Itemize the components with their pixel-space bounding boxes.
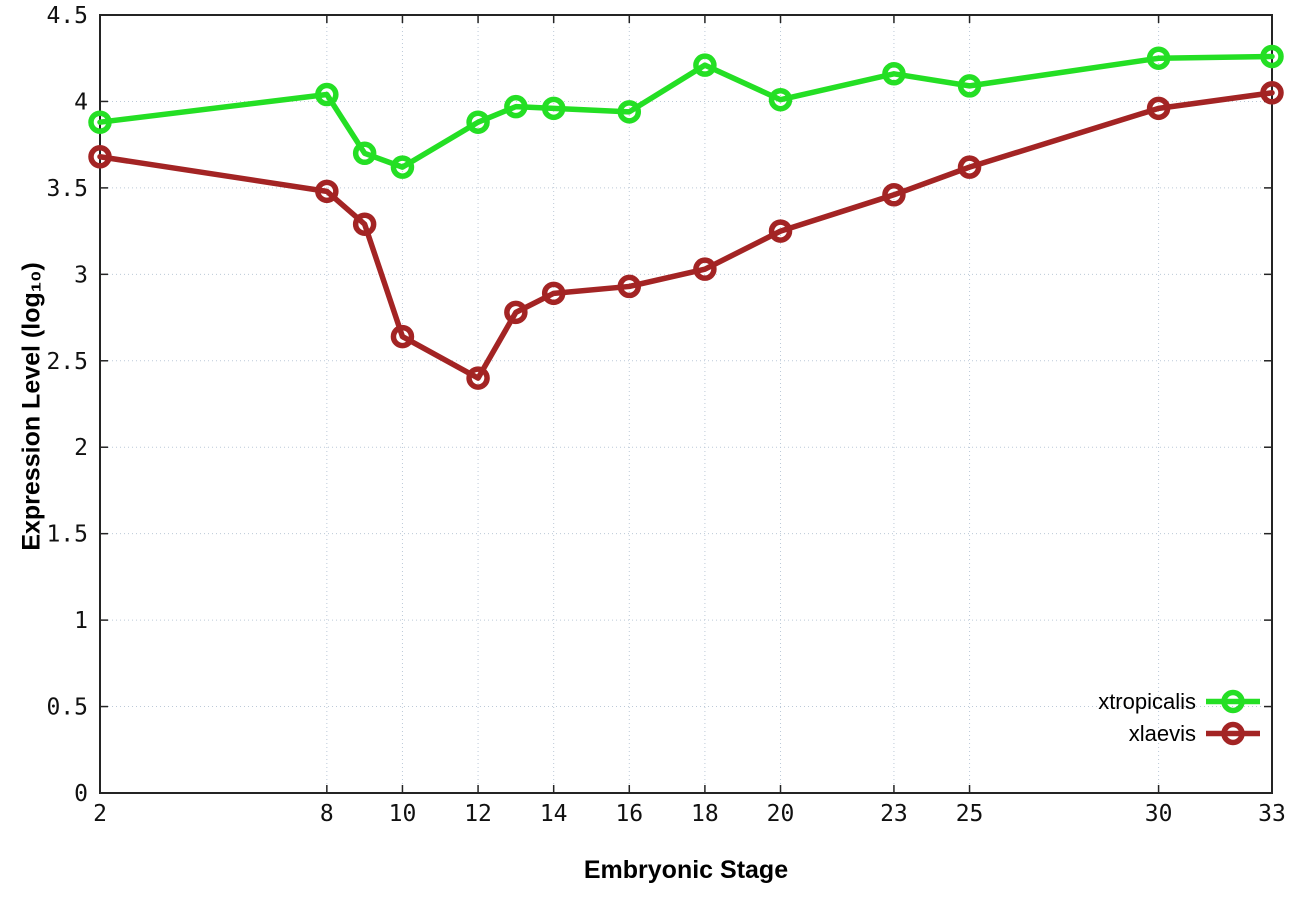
x-tick-label: 20	[767, 801, 795, 827]
legend-label-xlaevis: xlaevis	[1128, 721, 1196, 746]
x-tick-label: 2	[93, 801, 107, 827]
gridlines	[99, 14, 1273, 794]
y-tick-label: 4	[74, 89, 88, 115]
legend: xtropicalis xlaevis	[1098, 686, 1262, 749]
data-point-xlaevis	[541, 281, 566, 306]
y-tick-label: 0.5	[46, 695, 88, 721]
data-point-xtropicalis	[88, 110, 112, 134]
x-tick-label: 16	[615, 801, 643, 827]
data-point-xtropicalis	[617, 100, 642, 124]
tick-labels: 2 8 10 12 14 16 18 20 23 25 30 33 0 0.5 1 1.5 2 2.5 3 3.5 4 4…	[46, 3, 1285, 827]
y-tick-label: 4.5	[46, 3, 88, 29]
legend-label-xtropicalis: xtropicalis	[1098, 689, 1196, 714]
series-xlaevis	[88, 81, 1284, 390]
data-point-xtropicalis	[1260, 44, 1284, 69]
y-tick-label: 0	[74, 781, 88, 807]
data-point-xtropicalis	[352, 141, 377, 166]
series-xtropicalis	[88, 44, 1284, 179]
y-tick-label: 3.5	[46, 176, 88, 202]
data-point-xlaevis	[390, 324, 415, 349]
data-point-xlaevis	[617, 274, 642, 299]
data-point-xtropicalis	[957, 74, 982, 98]
data-point-xtropicalis	[882, 62, 906, 86]
data-point-xtropicalis	[1146, 46, 1171, 70]
x-tick-label: 18	[691, 801, 719, 827]
data-point-xlaevis	[504, 300, 528, 325]
y-tick-label: 2.5	[46, 349, 88, 375]
x-tick-label: 8	[320, 801, 334, 827]
x-tick-label: 12	[464, 801, 492, 827]
y-tick-label: 3	[74, 262, 88, 288]
x-tick-label: 10	[389, 801, 417, 827]
data-point-xtropicalis	[693, 53, 717, 77]
data-point-xtropicalis	[315, 82, 339, 107]
legend-marker-xtropicalis-icon	[1206, 689, 1260, 714]
data-point-xlaevis	[693, 257, 717, 281]
y-tick-label: 1	[74, 608, 88, 634]
x-tick-label: 23	[880, 801, 908, 827]
data-point-xtropicalis	[466, 110, 490, 134]
data-point-xlaevis	[957, 155, 982, 179]
data-point-xlaevis	[1260, 81, 1284, 105]
y-tick-label: 2	[74, 435, 88, 461]
data-point-xtropicalis	[504, 94, 528, 119]
x-axis-title: Embryonic Stage	[583, 856, 789, 884]
axes	[99, 14, 1273, 794]
data-point-xlaevis	[1146, 96, 1171, 121]
x-tick-label: 33	[1258, 801, 1286, 827]
data-point-xtropicalis	[768, 87, 793, 112]
data-point-xlaevis	[352, 212, 377, 236]
data-point-xlaevis	[466, 366, 490, 390]
legend-marker-xlaevis-icon	[1206, 721, 1260, 746]
legend-item-xlaevis: xlaevis	[1098, 718, 1262, 749]
data-point-xlaevis	[315, 179, 339, 204]
x-tick-label: 25	[956, 801, 984, 827]
data-point-xlaevis	[768, 219, 793, 243]
legend-item-xtropicalis: xtropicalis	[1098, 686, 1262, 717]
x-tick-label: 14	[540, 801, 568, 827]
data-point-xtropicalis	[541, 96, 566, 121]
data-point-xtropicalis	[390, 155, 415, 179]
x-tick-label: 30	[1145, 801, 1173, 827]
y-tick-label: 1.5	[46, 522, 88, 548]
data-point-xlaevis	[882, 183, 906, 207]
data-point-xlaevis	[88, 145, 112, 169]
y-axis-title: Expression Level (log₁₀)	[17, 262, 46, 551]
